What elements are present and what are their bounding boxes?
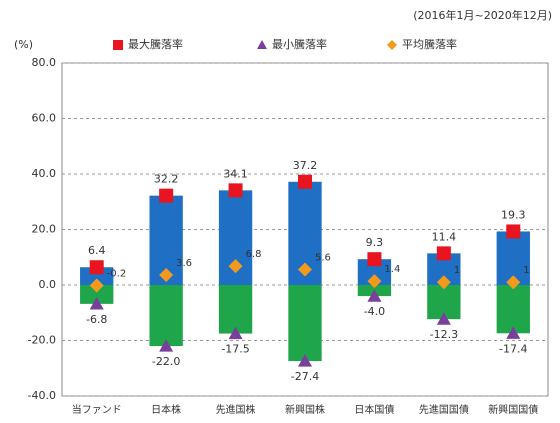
value-label: 34.1 (223, 167, 248, 180)
value-label: 5.6 (315, 252, 331, 263)
x-tick-label: 新興国国債 (488, 403, 538, 416)
chart-subtitle: (2016年1月~2020年12月) (413, 8, 552, 22)
legend-marker (387, 40, 397, 50)
negative-bar (80, 285, 114, 304)
value-label: 1 (454, 265, 460, 276)
y-tick-label: 20.0 (32, 223, 57, 236)
marker (159, 268, 174, 283)
positive-bar (80, 267, 114, 285)
value-label: -17.4 (499, 342, 527, 355)
y-tick-label: 0.0 (39, 278, 57, 291)
marker (159, 188, 174, 203)
negative-bar (288, 285, 322, 362)
legend-marker (257, 40, 267, 49)
marker (506, 275, 521, 290)
value-label: -27.4 (291, 370, 319, 383)
negative-bar (218, 285, 253, 334)
y-tick-label: 40.0 (32, 167, 57, 180)
y-tick-label: 60.0 (32, 112, 57, 125)
value-label: 37.2 (293, 159, 318, 172)
marker (436, 312, 451, 325)
value-label: 6.8 (246, 249, 262, 260)
negative-bar (149, 285, 183, 347)
value-label: 11.4 (432, 230, 457, 243)
value-label: 32.2 (154, 173, 179, 186)
value-label: -17.5 (221, 343, 249, 356)
value-label: 9.3 (366, 236, 384, 249)
marker (228, 259, 243, 274)
x-tick-label: 先進国株 (216, 403, 256, 416)
marker (436, 275, 451, 290)
value-label: -22.0 (152, 355, 180, 368)
value-label: -6.8 (86, 313, 107, 326)
x-tick-label: 日本国債 (354, 403, 394, 416)
negative-bar (496, 285, 530, 334)
legend-label: 平均騰落率 (402, 37, 457, 51)
value-label: -0.2 (107, 269, 127, 280)
value-label: 19.3 (501, 208, 526, 221)
value-label: 1 (523, 265, 529, 276)
marker (298, 174, 312, 189)
x-tick-label: 新興国株 (285, 403, 325, 416)
marker (298, 262, 312, 277)
value-label: 1.4 (384, 264, 400, 275)
legend-label: 最小騰落率 (272, 37, 327, 51)
y-tick-label: 80.0 (32, 56, 57, 69)
marker (89, 278, 104, 293)
legend-label: 最大騰落率 (128, 37, 183, 51)
marker (298, 354, 312, 367)
x-tick-label: 日本株 (151, 403, 181, 416)
y-axis-label: (%) (14, 38, 33, 51)
marker (506, 326, 521, 339)
marker (436, 246, 451, 261)
value-label: 6.4 (88, 244, 106, 257)
value-label: -12.3 (430, 328, 458, 341)
marker (159, 339, 174, 352)
marker (89, 296, 104, 310)
marker (367, 289, 382, 302)
x-tick-label: 当ファンド (72, 403, 122, 416)
marker (228, 326, 243, 340)
marker (228, 183, 243, 198)
legend-marker (113, 40, 123, 50)
marker (89, 260, 104, 275)
y-tick-label: -40.0 (28, 389, 56, 402)
marker (506, 224, 521, 239)
value-label: 3.6 (176, 258, 192, 269)
x-tick-label: 先進国国債 (419, 403, 469, 416)
marker (367, 252, 382, 267)
value-label: -4.0 (364, 305, 385, 318)
marker (367, 274, 382, 289)
y-tick-label: -20.0 (28, 334, 56, 347)
